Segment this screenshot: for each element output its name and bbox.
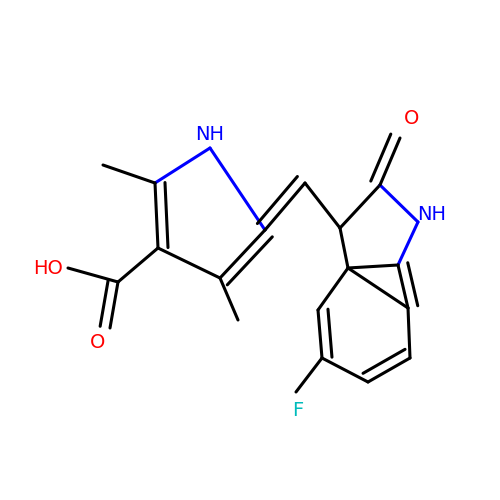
Text: NH: NH (196, 126, 224, 144)
Text: O: O (90, 332, 106, 351)
Text: F: F (292, 400, 304, 419)
Text: HO: HO (33, 258, 63, 278)
Text: O: O (404, 108, 419, 128)
Text: NH: NH (418, 206, 446, 225)
